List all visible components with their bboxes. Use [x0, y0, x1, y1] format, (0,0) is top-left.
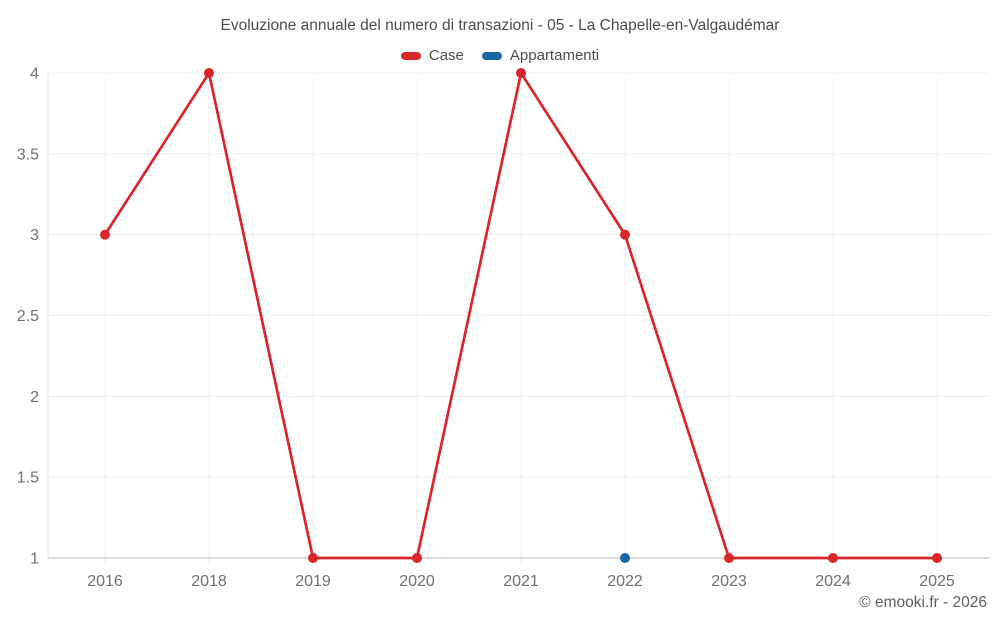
- data-point-case[interactable]: [932, 553, 942, 563]
- y-axis-tick-label: 3.5: [17, 146, 39, 163]
- data-point-case[interactable]: [412, 553, 422, 563]
- legend-label: Appartamenti: [509, 47, 600, 64]
- data-point-appartamenti[interactable]: [620, 553, 630, 563]
- copyright: © emooki.fr - 2026: [859, 594, 987, 611]
- data-point-case[interactable]: [828, 553, 838, 563]
- data-point-case[interactable]: [516, 68, 526, 78]
- data-point-case[interactable]: [620, 229, 630, 240]
- x-axis-tick-label: 2024: [815, 573, 851, 590]
- y-axis-tick-label: 1: [30, 551, 39, 568]
- y-axis-tick-label: 3: [30, 227, 39, 244]
- x-axis-tick-label: 2020: [399, 573, 435, 590]
- legend-swatch-case: [400, 51, 421, 60]
- y-axis-tick-label: 2: [30, 389, 39, 406]
- data-point-case[interactable]: [308, 553, 318, 563]
- y-axis-tick-label: 4: [30, 66, 39, 83]
- x-axis-tick-label: 2022: [607, 573, 643, 590]
- data-point-case[interactable]: [100, 229, 110, 240]
- legend-item-case[interactable]: Case: [400, 47, 464, 64]
- y-axis-tick-label: 1.5: [17, 470, 39, 487]
- x-axis-tick-label: 2016: [87, 573, 123, 590]
- x-axis-tick-label: 2025: [919, 573, 955, 590]
- x-axis-tick-label: 2018: [191, 573, 227, 590]
- legend-label: Case: [428, 47, 464, 64]
- x-axis-tick-label: 2019: [295, 573, 331, 590]
- legend-swatch-appartamenti: [481, 51, 502, 60]
- chart-title: Evoluzione annuale del numero di transaz…: [220, 17, 780, 34]
- data-point-case[interactable]: [204, 68, 214, 78]
- legend-item-appartamenti[interactable]: Appartamenti: [481, 47, 600, 64]
- x-axis-tick-label: 2023: [711, 573, 747, 590]
- data-point-case[interactable]: [724, 553, 734, 563]
- legend: Case Appartamenti: [0, 47, 1000, 64]
- x-axis-tick-label: 2021: [503, 573, 539, 590]
- y-axis-tick-label: 2.5: [17, 308, 39, 325]
